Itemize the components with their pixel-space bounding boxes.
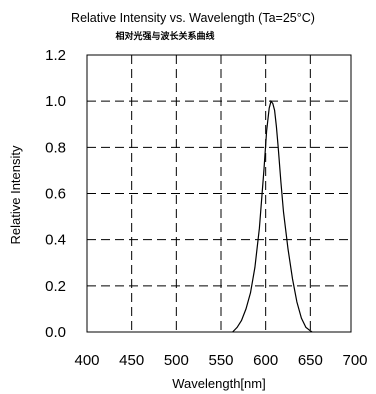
chart-subtitle: 相对光强与波长关系曲线 [115, 30, 214, 41]
x-tick-label: 600 [253, 352, 278, 369]
chart-title: Relative Intensity vs. Wavelength (Ta=25… [71, 11, 315, 25]
y-tick-label: 1.0 [45, 93, 66, 110]
y-tick-label: 0.6 [45, 186, 66, 203]
y-tick-label: 0.2 [45, 278, 66, 295]
y-tick-label: 0.8 [45, 139, 66, 156]
x-tick-label: 450 [119, 352, 144, 369]
x-tick-label: 550 [208, 352, 233, 369]
y-axis-label: Relative Intensity [8, 145, 23, 244]
grid-lines [87, 55, 351, 332]
x-tick-label: 650 [298, 352, 323, 369]
x-axis-label: Wavelength[nm] [172, 376, 265, 391]
series-line [232, 99, 313, 333]
y-tick-label: 0.4 [45, 232, 66, 249]
x-tick-label: 400 [74, 352, 99, 369]
y-tick-label: 1.2 [45, 47, 66, 64]
tick-labels: 400 450 500 550 600 650 700 0.0 0.2 0.4 0.6 0.8 1.0 1… [45, 47, 367, 369]
x-tick-label: 700 [342, 352, 367, 369]
y-tick-label: 0.0 [45, 324, 66, 341]
x-tick-label: 500 [164, 352, 189, 369]
plot-frame [86, 54, 352, 333]
